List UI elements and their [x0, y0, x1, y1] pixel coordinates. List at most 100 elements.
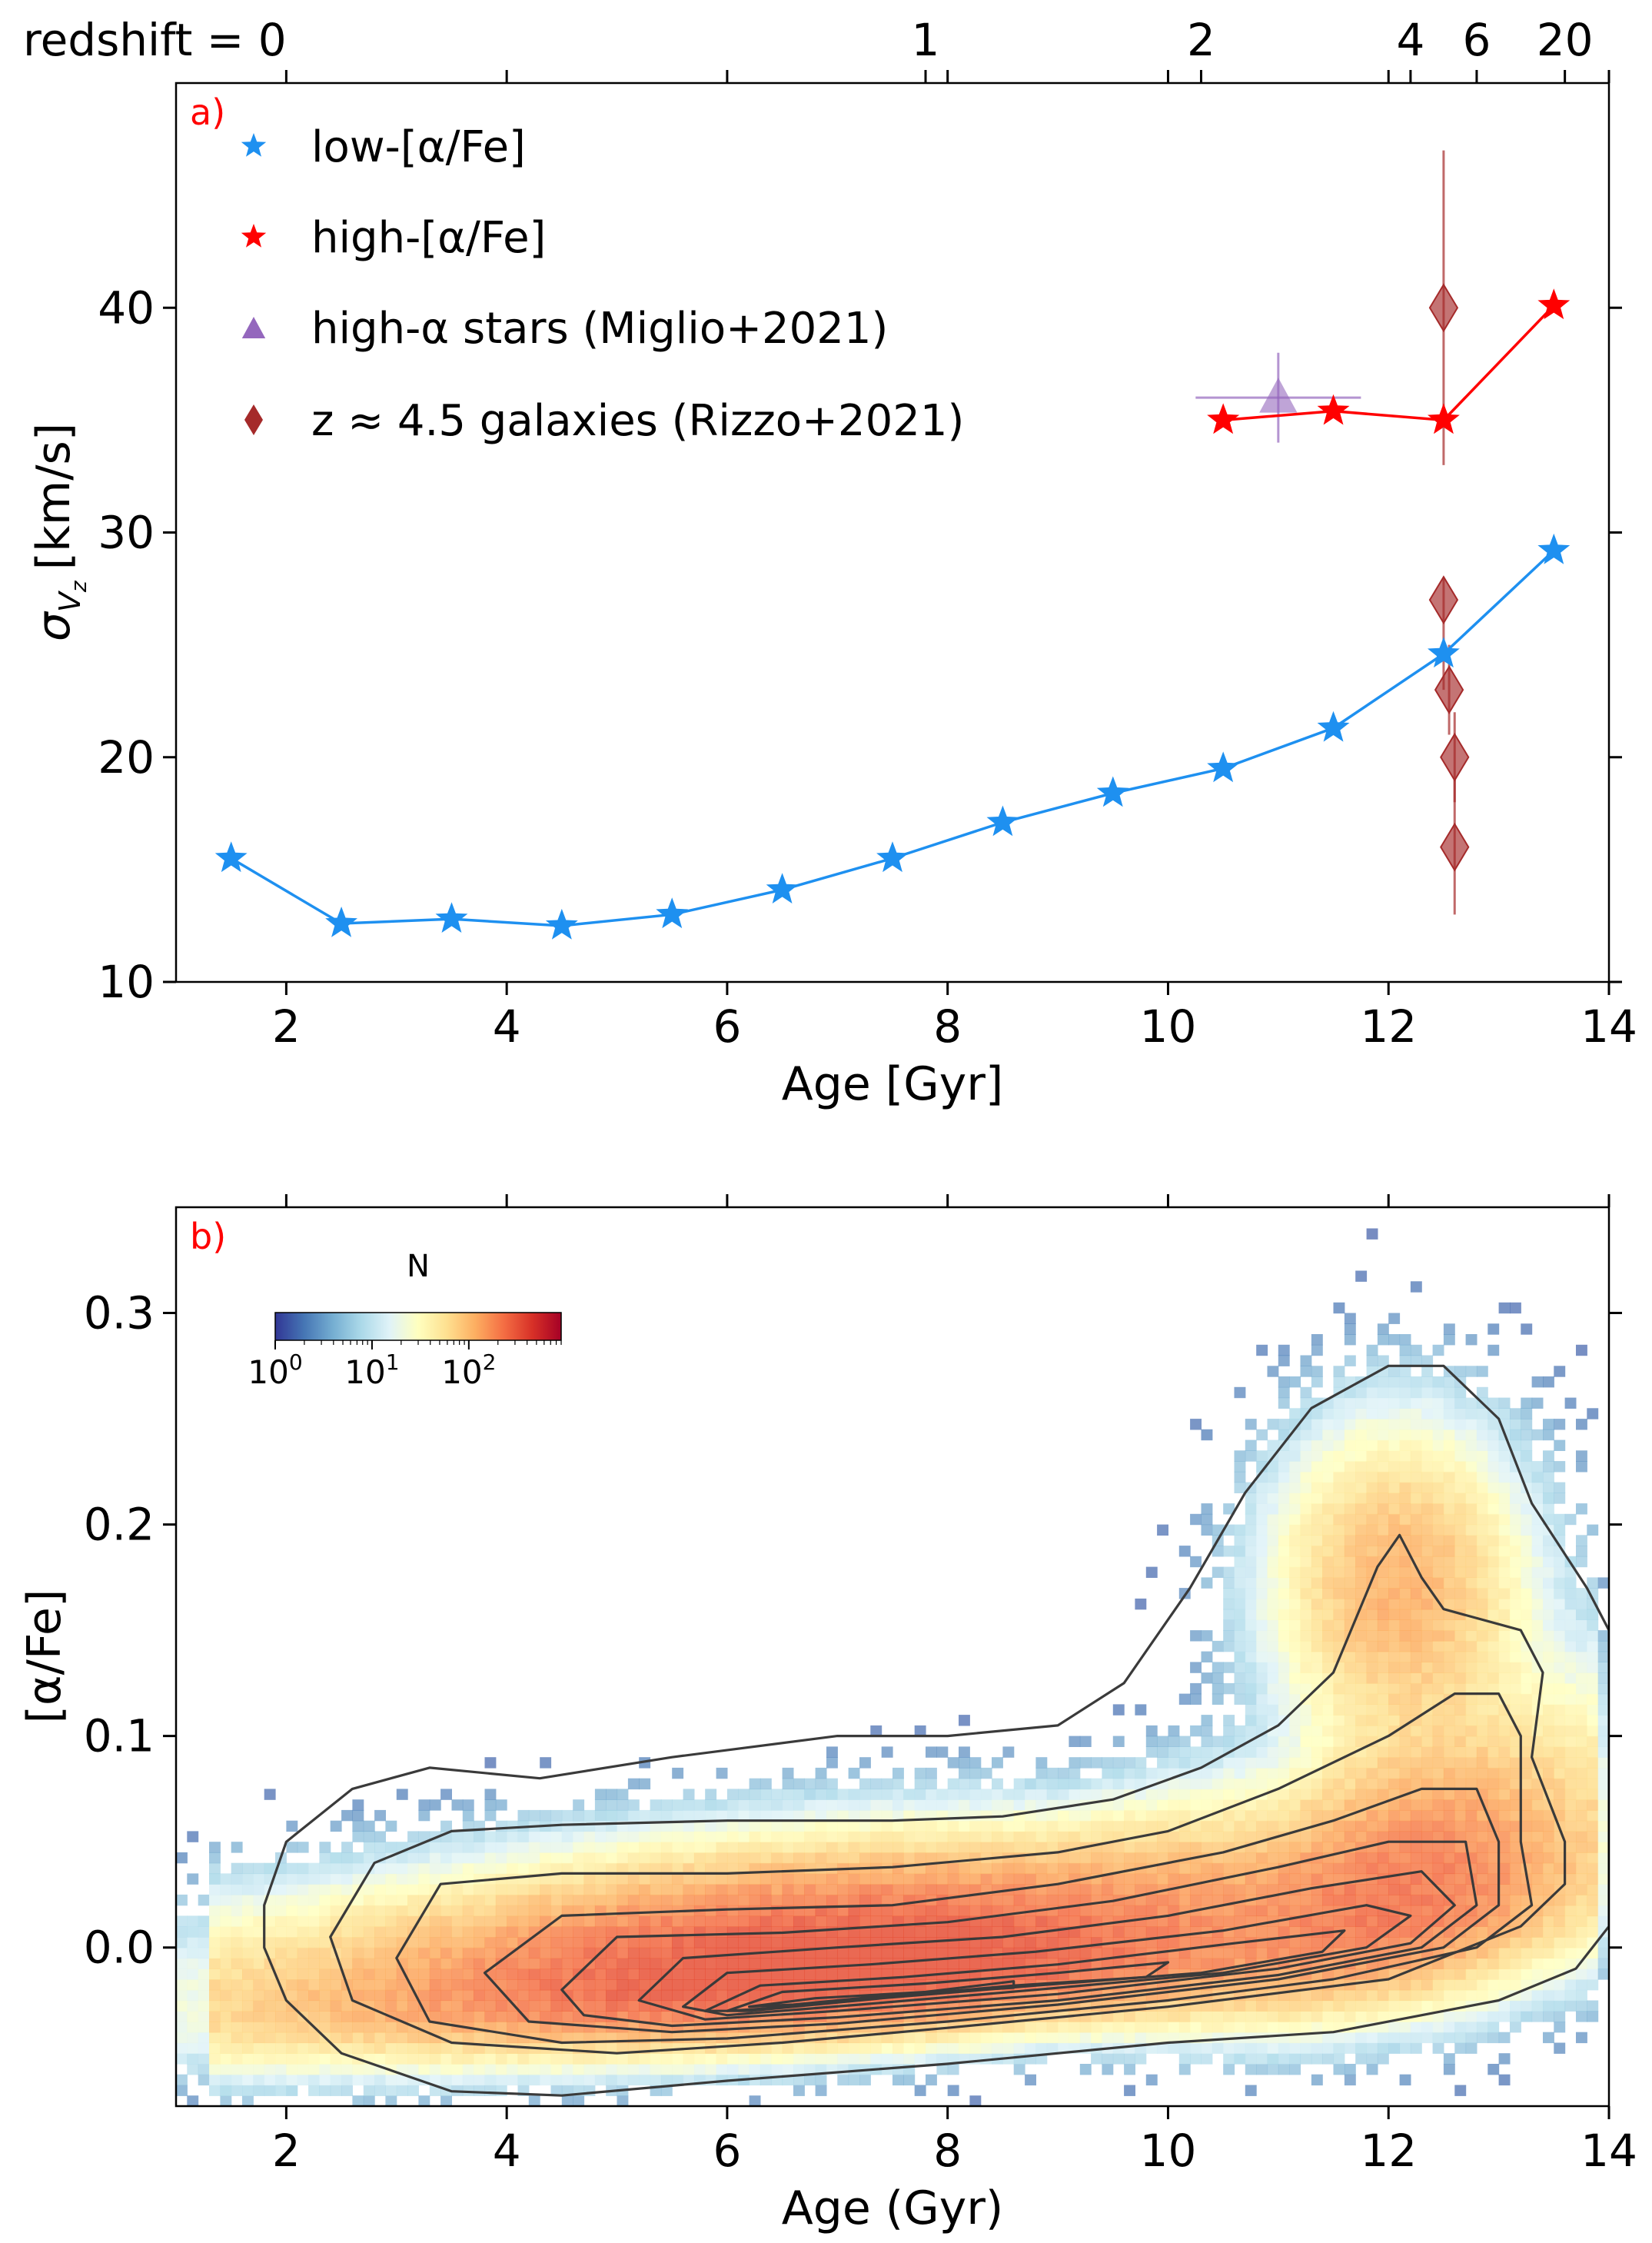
heatmap-cell: [1554, 1873, 1566, 1885]
heatmap-cell: [1498, 1862, 1511, 1875]
heatmap-cell: [1421, 1820, 1434, 1832]
heatmap-cell: [926, 2074, 937, 2086]
heatmap-cell: [474, 1989, 485, 2002]
heatmap-cell: [1410, 1915, 1422, 1927]
heatmap-cell: [1355, 1852, 1368, 1864]
heatmap-cell: [1289, 2022, 1301, 2033]
heatmap-cell: [793, 1915, 805, 1927]
heatmap-cell: [1112, 1884, 1125, 1895]
heatmap-cell: [1498, 1503, 1511, 1515]
heatmap-cell: [1355, 1535, 1368, 1546]
heatmap-cell: [231, 1873, 243, 1885]
heatmap-cell: [683, 2074, 695, 2086]
heatmap-cell: [1476, 1598, 1488, 1610]
heatmap-cell: [782, 1947, 794, 1959]
heatmap-cell: [1399, 1767, 1411, 1779]
heatmap-cell: [1212, 1915, 1224, 1927]
heatmap-cell: [363, 1937, 375, 1948]
heatmap-cell: [1399, 2074, 1411, 2086]
heatmap-cell: [1554, 1566, 1566, 1578]
heatmap-cell: [352, 2095, 364, 2106]
heatmap-cell: [1388, 1482, 1401, 1493]
heatmap-cell: [1212, 1884, 1224, 1895]
heatmap-cell: [1510, 1493, 1521, 1504]
heatmap-cell: [1135, 1884, 1147, 1895]
heatmap-cell: [308, 1979, 320, 1991]
heatmap-cell: [1124, 2011, 1135, 2022]
heatmap-cell: [1597, 1884, 1609, 1895]
heatmap-cell: [1135, 1778, 1147, 1790]
heatmap-cell: [705, 1968, 717, 1980]
heatmap-cell: [1531, 1397, 1544, 1409]
heatmap-cell: [826, 1809, 838, 1822]
heatmap-cell: [474, 1894, 485, 1906]
heatmap-cell: [1145, 2022, 1158, 2033]
heatmap-cell: [1521, 1735, 1533, 1747]
heatmap-cell: [341, 2032, 353, 2044]
heatmap-cell: [1069, 1852, 1081, 1864]
heatmap-cell: [705, 1884, 717, 1895]
heatmap-cell: [1521, 1842, 1533, 1853]
heatmap-cell: [1521, 1566, 1533, 1578]
heatmap-cell: [1102, 1799, 1114, 1811]
heatmap-cell: [484, 1989, 497, 2002]
heatmap-cell: [1333, 1619, 1345, 1631]
heatmap-cell: [319, 1915, 331, 1927]
heatmap-cell: [1498, 1651, 1511, 1662]
heatmap-cell: [1333, 2053, 1345, 2065]
heatmap-cell: [231, 2042, 243, 2054]
heatmap-cell: [1245, 1640, 1257, 1652]
heatmap-cell: [1465, 1493, 1477, 1504]
heatmap-cell: [286, 2042, 298, 2054]
heatmap-cell: [1531, 1546, 1544, 1557]
heatmap-cell: [1311, 1577, 1323, 1589]
heatmap-cell: [1245, 1767, 1257, 1779]
heatmap-cell: [1190, 1926, 1202, 1938]
heatmap-cell: [1079, 1809, 1092, 1822]
x-axis-label-b: Age (Gyr): [782, 2181, 1004, 2235]
heatmap-cell: [1289, 1471, 1301, 1483]
heatmap-cell: [1476, 1588, 1488, 1599]
heatmap-cell: [1300, 1577, 1312, 1589]
heatmap-cell: [815, 1926, 827, 1938]
heatmap-cell: [1587, 1619, 1599, 1631]
heatmap-cell: [1454, 1651, 1467, 1662]
heatmap-cell: [1510, 1958, 1521, 1969]
heatmap-cell: [760, 1842, 772, 1853]
heatmap-cell: [1102, 1820, 1114, 1832]
heatmap-cell: [1223, 2053, 1235, 2065]
heatmap-cell: [992, 1842, 1003, 1853]
heatmap-cell: [418, 1947, 430, 1959]
heatmap-cell: [1377, 1831, 1389, 1842]
heatmap-cell: [1410, 1397, 1422, 1409]
heatmap-cell: [1377, 1852, 1389, 1864]
heatmap-cell: [1465, 1715, 1477, 1726]
heatmap-cell: [396, 1789, 408, 1800]
heatmap-cell: [1432, 1386, 1444, 1399]
heatmap-cell: [969, 1809, 982, 1822]
b-xtick-label: 14: [1581, 2125, 1637, 2177]
heatmap-cell: [672, 1884, 684, 1895]
heatmap-cell: [1543, 1640, 1554, 1652]
heatmap-cell: [1531, 1820, 1544, 1832]
heatmap-cell: [926, 2042, 937, 2054]
heatmap-cell: [881, 1894, 893, 1906]
heatmap-cell: [1289, 1842, 1301, 1853]
heatmap-cell: [275, 2022, 287, 2033]
heatmap-cell: [1587, 1640, 1599, 1652]
heatmap-cell: [1587, 2000, 1599, 2012]
heatmap-cell: [1388, 1598, 1401, 1610]
heatmap-cell: [1443, 2032, 1455, 2044]
heatmap-cell: [782, 2042, 794, 2054]
heatmap-cell: [1355, 1619, 1368, 1631]
heatmap-cell: [672, 1968, 684, 1980]
heatmap-cell: [1178, 1842, 1191, 1853]
heatmap-cell: [1267, 1598, 1279, 1610]
heatmap-cell: [1135, 1598, 1147, 1610]
heatmap-cell: [1013, 1852, 1025, 1864]
heatmap-cell: [583, 1947, 596, 1959]
heatmap-cell: [418, 1937, 430, 1948]
heatmap-cell: [1223, 1905, 1235, 1917]
heatmap-cell: [1300, 1556, 1312, 1568]
heatmap-cell: [859, 1778, 871, 1790]
